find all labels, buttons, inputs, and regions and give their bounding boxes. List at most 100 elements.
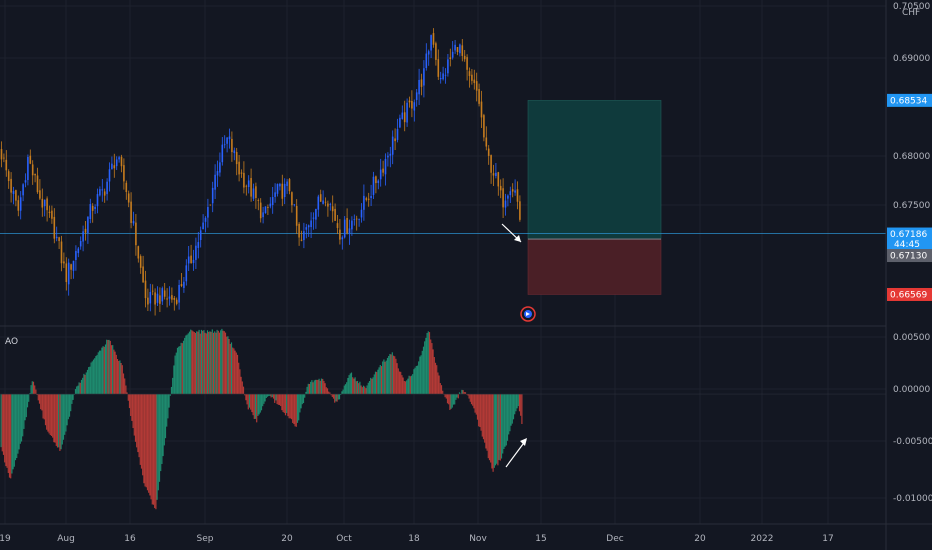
ao-bar bbox=[144, 394, 146, 487]
ao-indicator-title[interactable]: AO bbox=[5, 337, 18, 347]
candle-body bbox=[41, 198, 44, 208]
candle-body bbox=[228, 136, 231, 140]
candle-body bbox=[137, 246, 140, 259]
ao-bar bbox=[206, 330, 209, 395]
candle-body bbox=[27, 156, 29, 180]
ao-bar bbox=[209, 331, 211, 395]
replay-icon[interactable] bbox=[520, 306, 536, 322]
candle-body bbox=[413, 102, 416, 111]
ao-bar bbox=[455, 394, 457, 400]
ao-bar bbox=[487, 394, 489, 459]
candle-body bbox=[322, 200, 324, 204]
ao-bar bbox=[270, 394, 272, 398]
candle-body bbox=[19, 197, 22, 211]
ao-bar bbox=[502, 394, 504, 454]
ao-bar bbox=[53, 394, 55, 443]
ao-bar bbox=[407, 378, 409, 395]
ao-bar bbox=[284, 394, 287, 416]
time-tick-label: 18 bbox=[408, 534, 420, 544]
ao-bar bbox=[103, 346, 105, 395]
arrow-up-head bbox=[520, 438, 527, 446]
candle-body bbox=[226, 137, 228, 144]
ao-axis[interactable]: 0.00500 0.00000 -0.00500 -0.01000 bbox=[893, 333, 932, 504]
ao-bar bbox=[420, 355, 422, 395]
candle-body bbox=[75, 251, 77, 261]
ao-bar bbox=[10, 394, 12, 479]
ao-bar bbox=[490, 394, 492, 463]
ao-bar bbox=[506, 394, 509, 441]
candle-body bbox=[118, 157, 120, 160]
candle-body bbox=[223, 144, 226, 146]
ao-bar bbox=[337, 394, 339, 400]
candle-body bbox=[207, 207, 209, 218]
ao-bar bbox=[317, 379, 319, 395]
candle-body bbox=[211, 187, 214, 204]
ao-bar bbox=[299, 394, 301, 413]
price-tag-current bbox=[887, 227, 932, 250]
ao-tick-label: 0.00500 bbox=[893, 333, 930, 343]
ao-bar bbox=[211, 329, 213, 395]
candle-body bbox=[34, 173, 36, 176]
ao-bar bbox=[223, 331, 225, 395]
candle-body bbox=[331, 206, 334, 212]
ao-bar bbox=[194, 332, 197, 395]
ao-bar bbox=[451, 394, 453, 408]
candle-body bbox=[199, 230, 202, 241]
candle-body bbox=[132, 221, 135, 224]
candle-body bbox=[180, 284, 183, 287]
ao-bar bbox=[166, 394, 168, 427]
ao-bar bbox=[92, 359, 95, 395]
price-axis[interactable]: 0.70500 0.69000 0.68000 0.67500 bbox=[893, 2, 930, 211]
time-tick-label: 15 bbox=[535, 534, 546, 544]
candle-body bbox=[507, 195, 509, 199]
candle-body bbox=[144, 280, 147, 299]
ao-bar bbox=[391, 352, 393, 395]
candle-body bbox=[348, 228, 351, 234]
candle-body bbox=[394, 138, 396, 142]
candle-body bbox=[154, 292, 156, 305]
candle-body bbox=[516, 189, 519, 202]
ao-bar bbox=[100, 350, 102, 395]
candle-body bbox=[183, 281, 185, 288]
ao-bar bbox=[12, 394, 14, 470]
candle-body bbox=[125, 182, 128, 192]
candle-body bbox=[329, 203, 332, 205]
ao-bar bbox=[404, 381, 407, 395]
ao-bar bbox=[283, 394, 285, 413]
time-tick-label: 16 bbox=[124, 534, 136, 544]
ao-bar bbox=[436, 365, 438, 395]
ao-bar bbox=[86, 369, 89, 395]
candle-body bbox=[483, 115, 485, 138]
ao-bar bbox=[25, 394, 27, 418]
ao-bar bbox=[301, 394, 303, 405]
ao-bar bbox=[156, 394, 158, 500]
candle-body bbox=[519, 201, 521, 220]
ao-bar bbox=[406, 380, 408, 395]
ao-bar bbox=[290, 394, 293, 420]
long-position-tool[interactable] bbox=[527, 100, 662, 295]
ao-bar bbox=[104, 344, 107, 395]
ao-bar bbox=[192, 331, 194, 395]
ao-bar bbox=[202, 330, 204, 395]
ao-bar bbox=[463, 392, 465, 395]
drawings[interactable] bbox=[501, 223, 527, 468]
ao-bar bbox=[29, 393, 31, 395]
candle-body bbox=[463, 55, 466, 60]
ao-bar bbox=[148, 394, 150, 493]
candle-body bbox=[127, 193, 130, 203]
ao-bar bbox=[224, 332, 227, 395]
ao-bar bbox=[251, 394, 253, 413]
ao-bar bbox=[176, 347, 179, 395]
time-axis[interactable]: 19 Aug 16 Sep 20 Oct 18 Nov 15 Dec 20 2022 17 bbox=[0, 534, 834, 544]
arrow-down-head bbox=[514, 235, 521, 242]
candle-body bbox=[149, 291, 152, 304]
ao-bar bbox=[318, 378, 320, 395]
candle-body bbox=[72, 260, 75, 271]
candle-body bbox=[315, 208, 317, 220]
ao-bar bbox=[120, 362, 122, 395]
ao-bar bbox=[514, 394, 516, 415]
candle-body bbox=[370, 196, 372, 198]
candle-body bbox=[219, 162, 221, 173]
candle-body bbox=[269, 203, 272, 207]
